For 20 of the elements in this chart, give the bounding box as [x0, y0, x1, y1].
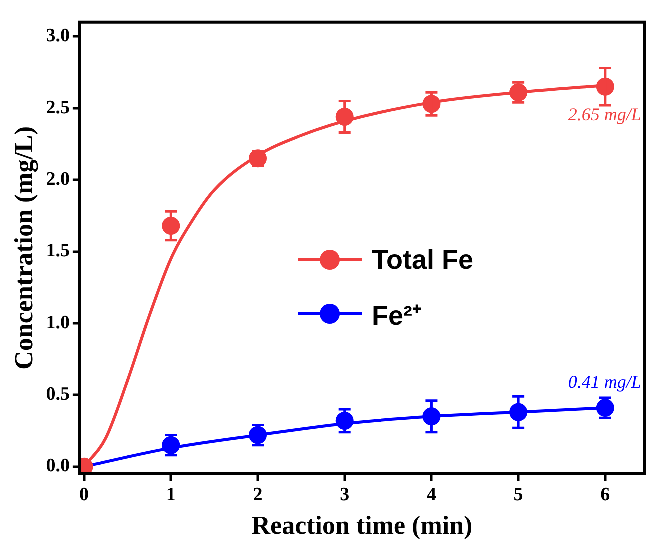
annotation: 2.65 mg/L	[568, 104, 642, 125]
legend-label: Total Fe	[372, 244, 474, 276]
x-tick-label: 3	[340, 484, 350, 506]
x-tick-label: 4	[426, 484, 437, 506]
y-tick-label: 0.5	[46, 384, 70, 406]
y-tick-label: 1.0	[46, 312, 70, 334]
x-tick-label: 0	[80, 484, 90, 506]
x-tick-label: 2	[253, 484, 263, 506]
y-tick-label: 0.0	[46, 456, 70, 477]
y-tick-label: 2.5	[46, 97, 70, 118]
x-tick-label: 1	[166, 484, 176, 506]
x-tick-label: 6	[600, 484, 610, 506]
y-tick-label: 3.0	[46, 26, 70, 47]
x-tick-label: 5	[514, 484, 524, 506]
annotation: 0.41 mg/L	[568, 372, 642, 392]
y-axis-title: Concentration (mg/L)	[9, 126, 38, 370]
y-tick-label: 1.5	[46, 240, 70, 262]
y-tick-label: 2.0	[46, 169, 70, 190]
x-axis-title: Reaction time (min)	[252, 511, 473, 540]
legend-label: Fe²⁺	[372, 300, 422, 332]
